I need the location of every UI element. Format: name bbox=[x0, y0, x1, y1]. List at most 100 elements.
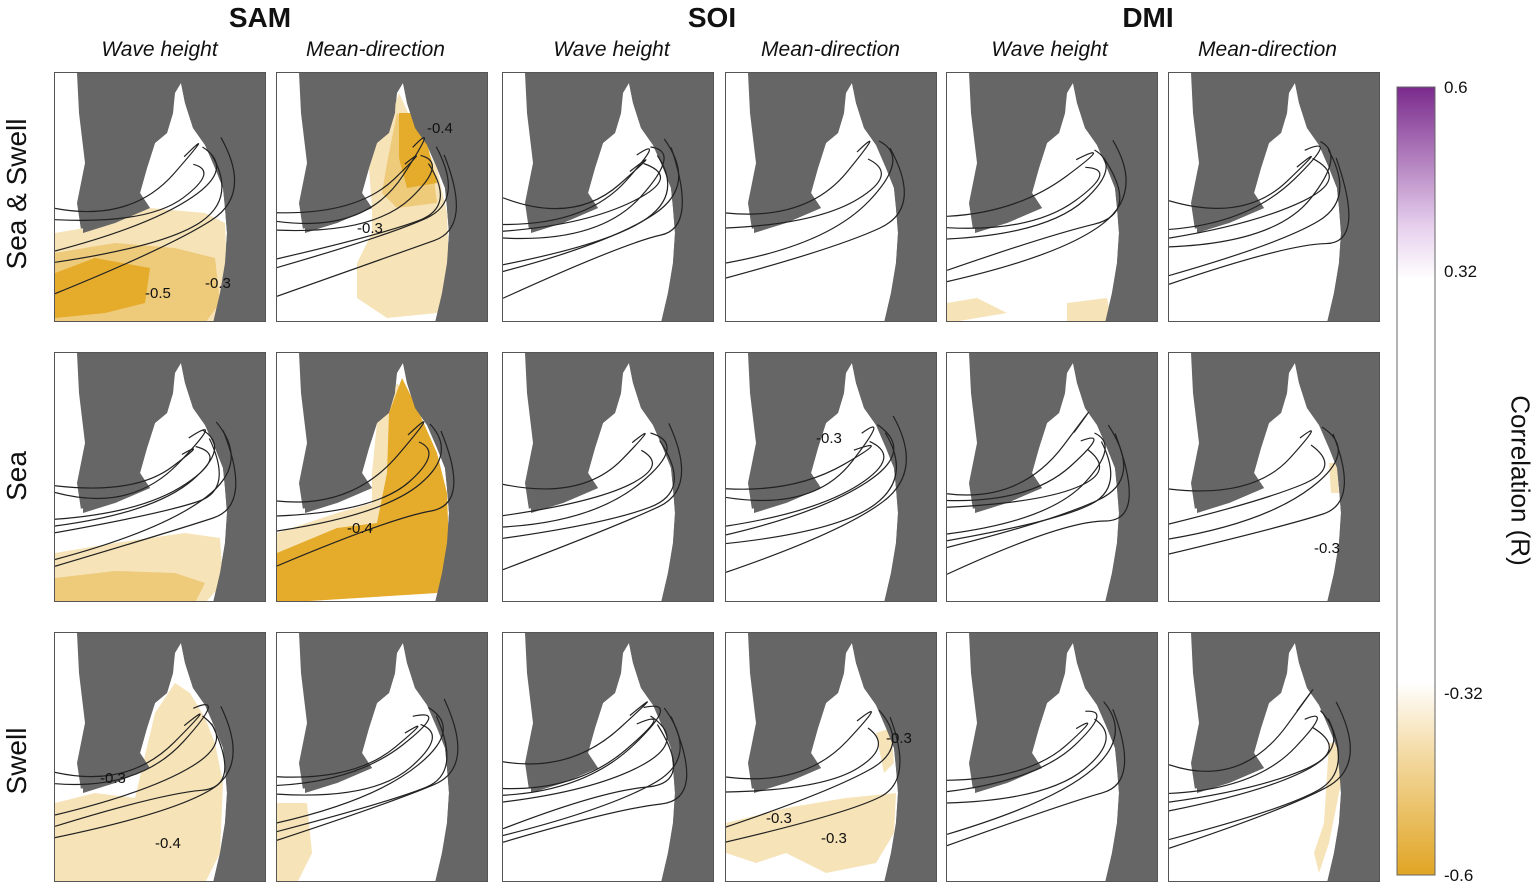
contour-label: -0.4 bbox=[427, 120, 453, 137]
island-shape bbox=[59, 363, 77, 493]
contour-line bbox=[947, 722, 1089, 781]
contour-line bbox=[503, 701, 648, 765]
group-title-sam: SAM bbox=[228, 2, 292, 33]
ocean-area bbox=[503, 633, 675, 881]
land-area bbox=[403, 353, 487, 601]
island-shape bbox=[59, 643, 77, 773]
contour-line bbox=[503, 715, 668, 803]
island-shape bbox=[1173, 643, 1191, 773]
map-panel-sam-wave-height-swell: -0.3 -0.4 bbox=[54, 632, 266, 882]
land-area bbox=[975, 353, 1067, 513]
island-shape bbox=[1173, 83, 1191, 213]
contour-line bbox=[55, 143, 200, 213]
land-area bbox=[754, 633, 846, 793]
colorbar-title: Correlation (R) bbox=[1505, 395, 1535, 566]
subtitle-soi-wave-height: Wave height bbox=[553, 38, 670, 61]
contour-label: -0.3 bbox=[205, 275, 231, 292]
colorbar-tick-0.32: 0.32 bbox=[1444, 262, 1478, 281]
contour-line bbox=[947, 432, 1106, 535]
land-area bbox=[629, 73, 713, 321]
land-area bbox=[852, 73, 936, 321]
contour-line bbox=[55, 438, 220, 534]
land-area bbox=[629, 353, 713, 601]
contour-line bbox=[1169, 444, 1326, 525]
land-area bbox=[181, 353, 265, 601]
row-label-sea-swell: Sea & Swell bbox=[1, 118, 32, 270]
contour-line bbox=[947, 701, 1116, 835]
correlation-fill bbox=[277, 378, 449, 601]
row-label-swell: Swell bbox=[1, 727, 32, 795]
group-title-soi: SOI bbox=[687, 2, 737, 33]
contour-label: -0.5 bbox=[145, 285, 171, 302]
contour-line bbox=[503, 716, 688, 843]
island-shape bbox=[507, 363, 525, 493]
correlation-fill bbox=[55, 258, 150, 318]
contour-line bbox=[1169, 156, 1312, 209]
land-area bbox=[1073, 353, 1157, 601]
contour-line bbox=[503, 440, 675, 539]
contour-line bbox=[503, 449, 653, 517]
contour-line bbox=[55, 163, 205, 221]
colorbar-tick-neg0.32: -0.32 bbox=[1444, 684, 1483, 703]
contour-label: -0.3 bbox=[886, 730, 912, 747]
contour-line bbox=[1169, 718, 1340, 841]
island-shape bbox=[59, 83, 77, 213]
island-shape bbox=[1173, 363, 1191, 493]
island-shape bbox=[281, 363, 299, 493]
colorbar bbox=[1396, 86, 1436, 876]
land-area bbox=[403, 633, 487, 881]
land-area bbox=[852, 633, 936, 881]
correlation-fill bbox=[1067, 298, 1112, 321]
land-area bbox=[1197, 633, 1289, 793]
map-panel-soi-wave-height-sea-swell bbox=[502, 72, 714, 322]
correlation-fill bbox=[277, 803, 312, 881]
contour-line bbox=[277, 441, 430, 517]
contour-line bbox=[503, 146, 665, 240]
contour-line bbox=[947, 437, 1095, 502]
island-shape bbox=[730, 643, 748, 773]
map-panel-dmi-mean-direction-swell bbox=[1168, 632, 1380, 882]
land-area bbox=[975, 633, 1067, 793]
contour-line bbox=[726, 140, 871, 215]
contour-line bbox=[277, 723, 433, 796]
contour-line bbox=[1169, 430, 1312, 492]
land-area bbox=[403, 73, 487, 321]
contour-line bbox=[277, 714, 430, 787]
contour-line bbox=[1169, 715, 1318, 795]
land-area bbox=[1295, 73, 1379, 321]
map-panel-dmi-wave-height-sea-swell bbox=[946, 72, 1158, 322]
contour-line bbox=[726, 711, 872, 780]
contour-line bbox=[1169, 145, 1321, 231]
contour-line bbox=[277, 725, 419, 778]
land-area bbox=[305, 353, 397, 513]
contour-line bbox=[55, 154, 223, 263]
row-label-sea: Sea bbox=[1, 451, 32, 501]
contour-line bbox=[503, 432, 646, 490]
map-panel-sam-mean-direction-sea-swell: -0.3 -0.4 bbox=[276, 72, 488, 322]
map-panel-soi-wave-height-sea bbox=[502, 352, 714, 602]
ocean-area bbox=[1169, 73, 1341, 321]
map-panel-soi-wave-height-swell bbox=[502, 632, 714, 882]
contour-line bbox=[1169, 149, 1341, 277]
subtitle-dmi-mean-direction: Mean-direction bbox=[1198, 38, 1337, 61]
contour-line bbox=[726, 444, 872, 490]
correlation-fill bbox=[876, 728, 894, 773]
contour-line bbox=[1169, 701, 1351, 849]
contour-line bbox=[277, 423, 442, 532]
ocean-area bbox=[726, 353, 898, 601]
map-panel-sam-mean-direction-sea: -0.4 bbox=[276, 352, 488, 602]
contour-line bbox=[55, 723, 226, 827]
contour-line bbox=[947, 140, 1127, 283]
map-panel-dmi-mean-direction-sea: -0.3 bbox=[1168, 352, 1380, 602]
contour-line bbox=[277, 715, 448, 833]
contour-line bbox=[55, 448, 194, 489]
land-area bbox=[181, 73, 265, 321]
contour-line bbox=[277, 154, 457, 297]
land-area bbox=[83, 633, 175, 793]
ocean-area bbox=[947, 353, 1119, 601]
ocean-area bbox=[1169, 633, 1341, 881]
contour-line bbox=[503, 423, 683, 571]
contour-line bbox=[503, 159, 647, 210]
ocean-area bbox=[726, 73, 898, 321]
map-panel-sam-wave-height-sea bbox=[54, 352, 266, 602]
